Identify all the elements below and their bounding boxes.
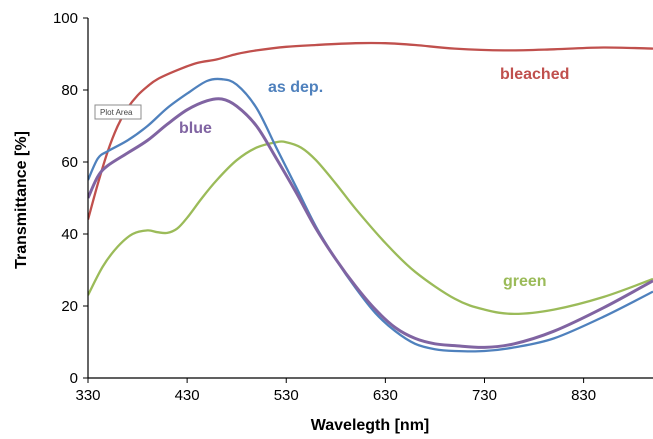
y-tick-label: 80 <box>61 82 78 99</box>
tooltip-text: Plot Area <box>100 108 133 117</box>
y-axis-title: Transmittance [%] <box>13 131 30 269</box>
series-label-bleached: bleached <box>500 66 569 83</box>
y-tick-label: 40 <box>61 226 78 243</box>
x-axis-title: Wavelegth [nm] <box>311 417 430 434</box>
series-label-green: green <box>503 273 547 290</box>
y-tick-label: 20 <box>61 298 78 315</box>
axis-layer: 0 20 40 60 80 100 330 430 530 630 730 830 <box>53 10 653 404</box>
plot-area <box>88 18 653 378</box>
series-line-asdep <box>88 77 653 353</box>
label-layer: bleached as dep. blue green <box>179 66 569 290</box>
plot-area-tooltip: Plot Area <box>94 104 142 120</box>
x-tick-label: 530 <box>274 387 299 404</box>
series-label-blue: blue <box>179 120 212 137</box>
tooltip-box <box>94 104 142 120</box>
series-line-green <box>88 140 653 316</box>
x-tick-label: 730 <box>472 387 497 404</box>
x-tick-label: 630 <box>373 387 398 404</box>
series-label-asdep: as dep. <box>268 79 323 96</box>
y-tick-label: 100 <box>53 10 78 27</box>
y-tick-label: 0 <box>70 370 78 387</box>
x-tick-label: 330 <box>75 387 100 404</box>
y-tick-label: 60 <box>61 154 78 171</box>
series-line-blue <box>88 97 653 349</box>
x-tick-label: 830 <box>571 387 596 404</box>
x-tick-label: 430 <box>175 387 200 404</box>
